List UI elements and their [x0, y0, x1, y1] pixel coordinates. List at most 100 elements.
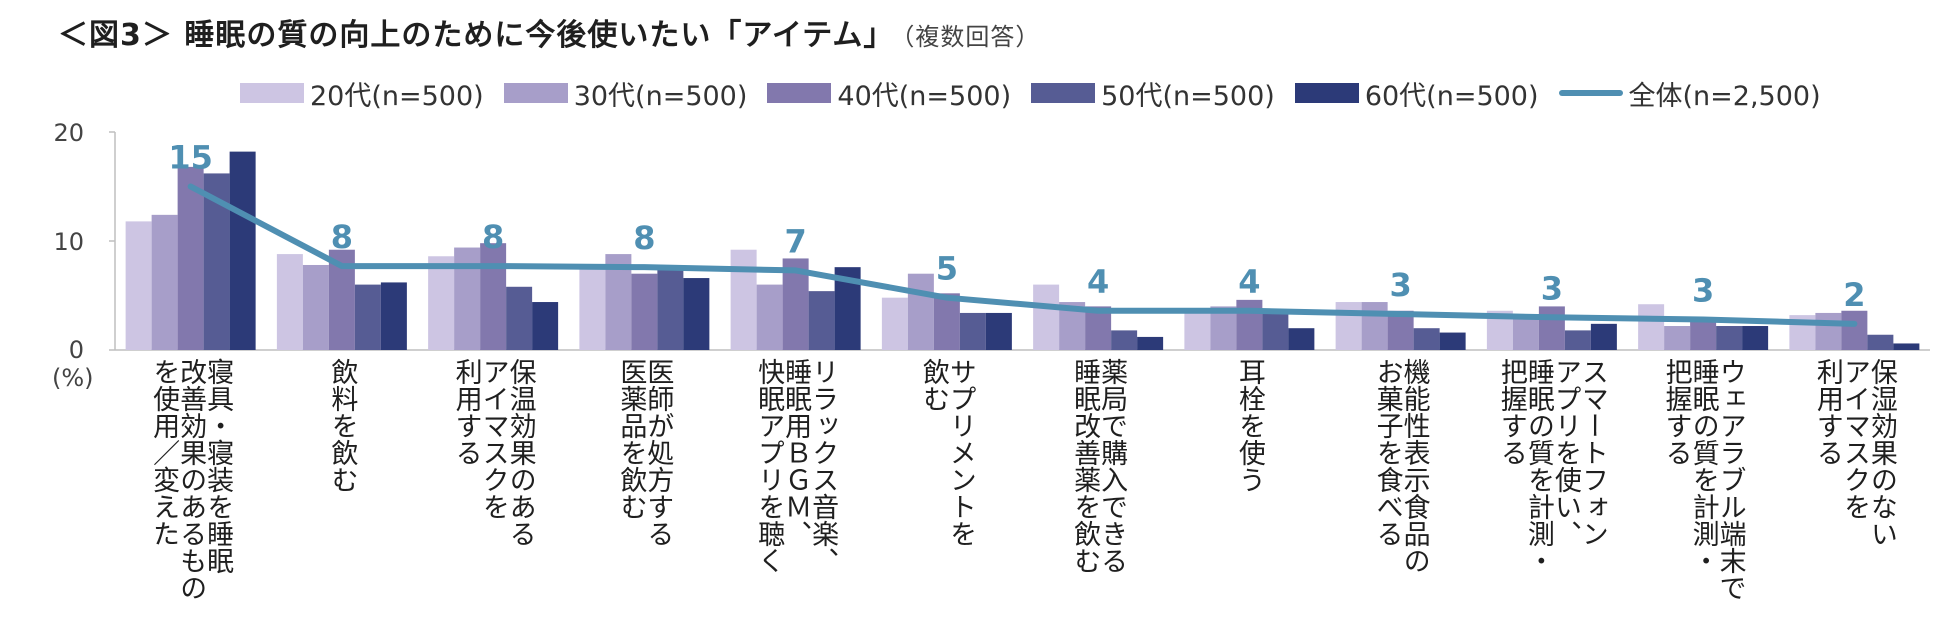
bar-series3-cat3 [480, 243, 507, 350]
category-label-9-line-1: 機能性表示食品の [1398, 358, 1430, 574]
bar-series5-cat9 [1439, 332, 1466, 350]
category-label-10: スマートフォン アプリを使い、 睡眠の質を計測・ 把握する [1495, 358, 1608, 630]
category-label-10-line-3: 睡眠の質を計測・ [1522, 358, 1554, 574]
bar-series3-cat1 [177, 166, 204, 350]
category-label-12-line-3: 利用する [1811, 358, 1843, 466]
bar-series1-cat2 [276, 254, 303, 350]
bar-series4-cat2 [354, 284, 381, 350]
bar-series4-cat3 [506, 286, 533, 350]
category-label-3-line-3: 利用する [450, 358, 482, 466]
bar-series5-cat6 [985, 312, 1012, 350]
category-label-12: 保湿効果のない アイマスクを 利用する [1811, 358, 1897, 630]
bar-series1-cat3 [428, 256, 455, 350]
bar-series4-cat12 [1867, 334, 1894, 350]
category-label-12-line-1: 保湿効果のない [1865, 358, 1897, 547]
category-label-3: 保温効果のある アイマスクを 利用する [450, 358, 536, 630]
bar-series3-cat9 [1387, 310, 1414, 350]
category-label-6: サプリメントを 飲む [917, 358, 976, 630]
bar-series1-cat7 [1033, 284, 1060, 350]
bar-series1-cat5 [730, 249, 757, 350]
bar-series5-cat3 [532, 302, 559, 350]
bar-series2-cat3 [454, 247, 481, 350]
bar-series4-cat7 [1111, 330, 1138, 350]
category-label-5-line-1: リラックス音楽、 [807, 358, 839, 574]
bar-series4-cat5 [808, 291, 835, 350]
bar-series3-cat12 [1841, 310, 1868, 350]
legend-swatch-50s [1031, 83, 1096, 103]
category-label-6-line-2: 飲む [917, 358, 949, 412]
total-data-label-5: 7 [784, 222, 806, 260]
legend-item-20s: 20代(n=500) [240, 74, 484, 113]
category-label-2: 飲料を飲む [326, 358, 358, 630]
legend-item-50s: 50代(n=500) [1031, 74, 1275, 113]
category-label-6-line-1: サプリメントを [944, 358, 976, 547]
total-line [187, 183, 1858, 327]
category-label-10-line-4: 把握する [1495, 358, 1527, 466]
bar-series2-cat6 [907, 273, 934, 350]
bar-series5-cat8 [1288, 328, 1315, 350]
category-label-11: ウェアラブル端末で 睡眠の質を計測・ 把握する [1660, 358, 1746, 630]
legend-label-20s: 20代(n=500) [310, 80, 484, 112]
category-label-9: 機能性表示食品の お菓子を食べる [1371, 358, 1430, 630]
bar-series4-cat8 [1262, 312, 1289, 350]
legend-item-30s: 30代(n=500) [503, 74, 748, 113]
category-label-7-line-1: 薬局で購入できる [1096, 358, 1128, 574]
y-tick-0: 0 [68, 336, 84, 364]
category-label-11-line-1: ウェアラブル端末で [1714, 358, 1746, 601]
category-label-8: 耳栓を使う [1233, 358, 1265, 630]
bar-series2-cat12 [1815, 312, 1842, 350]
total-data-label-10: 3 [1541, 269, 1563, 307]
legend-item-60s: 60代(n=500) [1294, 74, 1539, 113]
chart-title-note: （複数回答） [902, 23, 1041, 51]
y-tick-20: 20 [53, 119, 84, 147]
bar-series4-cat11 [1716, 326, 1743, 350]
bar-series3-cat4 [631, 273, 658, 350]
legend-swatch-40s [767, 83, 832, 103]
category-label-12-line-2: アイマスクを [1838, 358, 1870, 520]
category-label-11-line-3: 把握する [1660, 358, 1692, 466]
total-data-label-7: 4 [1087, 263, 1109, 301]
bar-series2-cat1 [151, 214, 178, 350]
bar-series1-cat1 [125, 221, 152, 350]
category-label-4: 医師が処方する 医薬品を飲む [615, 358, 674, 630]
legend-label-50s: 50代(n=500) [1101, 80, 1275, 112]
category-label-1-line-2: 改善効果のあるもの [175, 358, 207, 601]
total-data-label-2: 8 [331, 218, 353, 256]
bar-series2-cat10 [1512, 315, 1539, 350]
bar-series2-cat4 [605, 254, 632, 350]
bar-series4-cat9 [1413, 328, 1440, 350]
bar-series1-cat4 [579, 269, 606, 350]
bar-series4-cat10 [1564, 330, 1591, 350]
category-label-5-line-3: 快眠アプリを聴く [753, 358, 785, 574]
bar-series4-cat6 [959, 312, 986, 350]
legend-label-30s: 30代(n=500) [573, 80, 748, 112]
category-label-5: リラックス音楽、 睡眠用ＢＧＭ、 快眠アプリを聴く [753, 358, 839, 630]
bar-series2-cat11 [1664, 326, 1691, 350]
legend-swatch-30s [503, 83, 568, 103]
bar-series5-cat7 [1137, 336, 1164, 350]
total-data-label-1: 15 [168, 139, 213, 177]
category-label-7-line-2: 睡眠改善薬を飲む [1069, 358, 1101, 574]
category-label-2-line-1: 飲料を飲む [326, 358, 358, 493]
category-label-9-line-2: お菓子を食べる [1371, 358, 1403, 547]
bar-series4-cat4 [657, 267, 684, 350]
legend-label-total: 全体(n=2,500) [1628, 80, 1821, 112]
bar-series5-cat11 [1742, 326, 1769, 350]
total-data-label-6: 5 [936, 250, 958, 288]
total-data-label-11: 3 [1692, 271, 1714, 309]
category-label-1: 寝具・寝装を睡眠 改善効果のあるもの を使用／変えた [148, 358, 234, 630]
bar-series3-cat11 [1690, 317, 1717, 350]
bar-series1-cat6 [881, 297, 908, 350]
category-label-1-line-1: 寝具・寝装を睡眠 [202, 358, 234, 574]
bar-series2-cat2 [302, 264, 329, 350]
total-data-label-9: 3 [1389, 266, 1411, 304]
bar-series2-cat9 [1361, 302, 1388, 350]
bar-series5-cat2 [380, 282, 407, 350]
category-label-8-line-1: 耳栓を使う [1233, 358, 1265, 493]
category-label-4-line-1: 医師が処方する [642, 358, 674, 547]
bar-series5-cat4 [683, 278, 710, 350]
bar-series3-cat6 [933, 293, 960, 350]
legend-swatch-20s [240, 83, 304, 103]
total-data-label-12: 2 [1843, 276, 1865, 314]
category-label-10-line-2: アプリを使い、 [1549, 358, 1581, 547]
